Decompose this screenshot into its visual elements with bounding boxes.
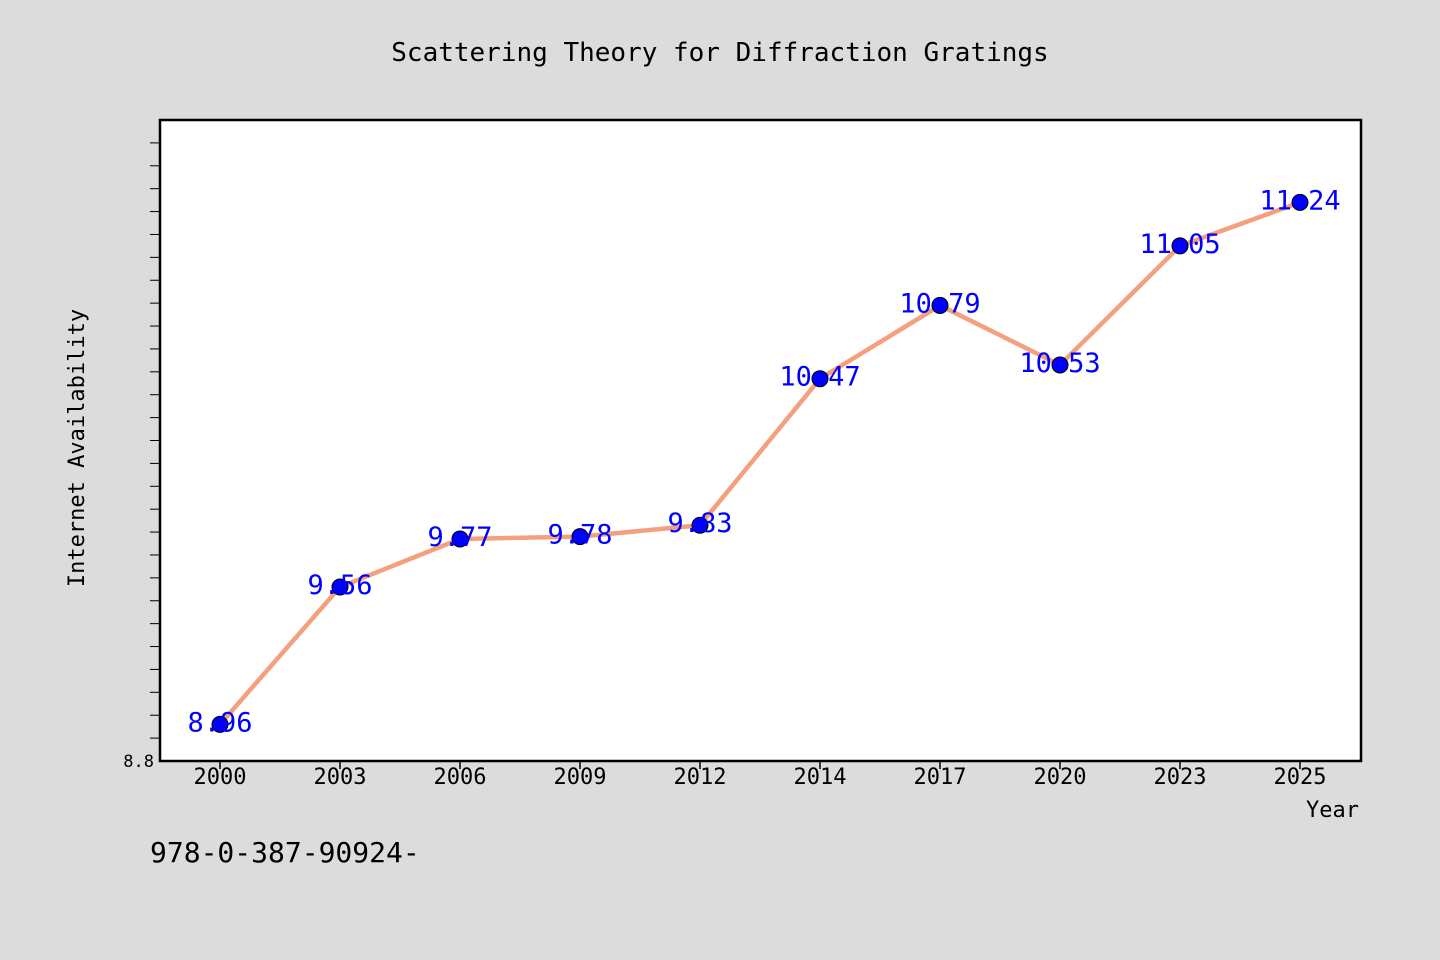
data-label: 9.83: [667, 508, 732, 539]
x-tick-label: 2025: [1274, 765, 1327, 790]
data-point: [931, 296, 949, 314]
y-axis-label: Internet Availability: [65, 309, 90, 587]
x-axis-ticks: 2000 2003 2006 2009 2012 2014 2017 2020 2023 2025: [194, 761, 1327, 790]
y-tick-label: 8.8: [123, 752, 154, 772]
annotation-isbn: 978-0-387-90924-: [150, 836, 420, 869]
data-label: 9.78: [547, 520, 612, 551]
data-point: [1171, 237, 1189, 255]
data-point: [1051, 356, 1069, 374]
x-axis-label: Year: [1306, 798, 1359, 823]
data-point: [811, 370, 829, 388]
data-point: [1291, 193, 1309, 211]
data-label: 10.79: [899, 288, 980, 319]
x-tick-label: 2014: [794, 765, 847, 790]
data-label: 10.53: [1019, 348, 1100, 379]
data-label: 11.05: [1139, 229, 1220, 260]
data-point: [451, 530, 469, 548]
data-point: [571, 528, 589, 546]
x-tick-label: 2023: [1154, 765, 1207, 790]
x-tick-label: 2006: [434, 765, 487, 790]
chart-title: Scattering Theory for Diffraction Gratin…: [391, 38, 1048, 68]
plot-area: [158, 118, 1363, 763]
series-layer: [211, 193, 1309, 733]
data-label: 9.56: [307, 570, 372, 601]
data-label: 11.24: [1259, 185, 1340, 216]
data-labels-layer: 8.96 9.56 9.77 9.78 9.83 10.47 10.79 10.53 11.05…: [187, 185, 1340, 738]
x-tick-label: 2020: [1034, 765, 1087, 790]
data-point: [691, 516, 709, 534]
data-label: 10.47: [779, 362, 860, 393]
x-tick-label: 2003: [314, 765, 367, 790]
data-label: 8.96: [187, 707, 252, 738]
data-point: [331, 578, 349, 596]
data-point: [211, 715, 229, 733]
series-line: [217, 200, 1303, 727]
data-label: 9.77: [427, 522, 492, 553]
x-tick-label: 2017: [914, 765, 967, 790]
y-axis-ticks: 8.8: [123, 142, 160, 772]
x-tick-label: 2000: [194, 765, 247, 790]
x-tick-label: 2009: [554, 765, 607, 790]
x-tick-label: 2012: [674, 765, 727, 790]
